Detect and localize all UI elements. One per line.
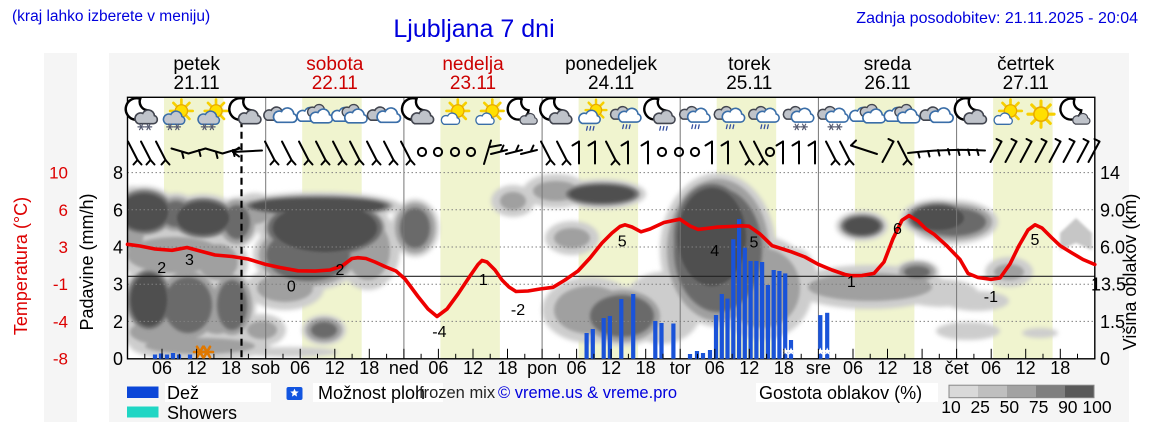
svg-text:3: 3 [59, 238, 68, 257]
svg-text:tor: tor [670, 358, 691, 378]
svg-text:25.11: 25.11 [726, 73, 772, 94]
svg-text:Gostota oblakov (%): Gostota oblakov (%) [759, 383, 922, 403]
svg-text:14: 14 [1100, 163, 1120, 183]
svg-text:24.11: 24.11 [588, 73, 634, 94]
svg-text:12: 12 [463, 358, 483, 378]
svg-text:18: 18 [1050, 358, 1070, 378]
svg-text:1.5: 1.5 [1100, 312, 1125, 332]
svg-text:12: 12 [601, 358, 621, 378]
svg-text:0: 0 [1100, 349, 1110, 369]
svg-text:2: 2 [157, 260, 166, 277]
svg-text:12: 12 [187, 358, 207, 378]
svg-text:4: 4 [113, 238, 123, 258]
svg-text:-1: -1 [53, 275, 68, 294]
svg-text:-4: -4 [53, 312, 68, 331]
svg-text:1: 1 [847, 274, 856, 291]
svg-text:23.11: 23.11 [450, 73, 496, 94]
svg-text:6: 6 [893, 221, 902, 238]
svg-text:90: 90 [1058, 397, 1078, 417]
svg-text:Padavine (mm/h): Padavine (mm/h) [77, 193, 97, 330]
svg-text:sob: sob [251, 358, 280, 378]
svg-text:18: 18 [774, 358, 794, 378]
svg-text:Dež: Dež [167, 383, 199, 403]
svg-text:25: 25 [970, 397, 989, 417]
svg-text:27.11: 27.11 [1003, 73, 1049, 94]
svg-text:4: 4 [710, 243, 719, 260]
svg-text:06: 06 [567, 358, 587, 378]
svg-text:-1: -1 [984, 289, 998, 306]
svg-text:-4: -4 [432, 324, 446, 341]
svg-text:nedelja: nedelja [442, 54, 504, 75]
svg-text:Ljubljana 7 dni: Ljubljana 7 dni [393, 15, 554, 43]
svg-text:petek: petek [173, 54, 220, 75]
svg-text:ned: ned [389, 358, 419, 378]
svg-text:75: 75 [1029, 397, 1048, 417]
svg-text:-2: -2 [511, 302, 525, 319]
svg-text:sre: sre [806, 358, 831, 378]
svg-text:6: 6 [113, 200, 123, 220]
svg-text:ponedeljek: ponedeljek [565, 54, 657, 75]
svg-text:06: 06 [705, 358, 725, 378]
svg-text:100: 100 [1082, 397, 1111, 417]
svg-text:12: 12 [325, 358, 345, 378]
svg-text:sreda: sreda [864, 54, 912, 75]
svg-text:Višina oblakov (km): Višina oblakov (km) [1120, 194, 1140, 351]
svg-text:06: 06 [290, 358, 310, 378]
svg-text:12: 12 [877, 358, 897, 378]
svg-text:pon: pon [527, 358, 557, 378]
svg-text:10: 10 [49, 164, 68, 183]
svg-text:četrtek: četrtek [997, 54, 1055, 75]
svg-text:sobota: sobota [306, 54, 363, 75]
svg-text:06: 06 [843, 358, 863, 378]
svg-text:12: 12 [739, 358, 759, 378]
svg-text:18: 18 [359, 358, 379, 378]
svg-text:Zadnja posodobitev: 21.11.2025: Zadnja posodobitev: 21.11.2025 - 20:04 [856, 10, 1138, 27]
svg-text:22.11: 22.11 [312, 73, 358, 94]
svg-text:18: 18 [636, 358, 656, 378]
svg-text:06: 06 [981, 358, 1001, 378]
svg-text:6.0: 6.0 [1100, 238, 1125, 258]
svg-text:© vreme.us & vreme.pro: © vreme.us & vreme.pro [498, 384, 677, 402]
svg-text:8: 8 [113, 163, 123, 183]
svg-text:Showers: Showers [167, 403, 237, 423]
svg-text:18: 18 [221, 358, 241, 378]
svg-text:2: 2 [336, 262, 345, 279]
svg-text:06: 06 [428, 358, 448, 378]
svg-text:1: 1 [479, 272, 488, 289]
svg-text:3: 3 [113, 275, 123, 295]
svg-text:12: 12 [1016, 358, 1036, 378]
svg-text:torek: torek [728, 54, 771, 75]
svg-text:6: 6 [59, 201, 68, 220]
svg-text:frozen mix: frozen mix [419, 384, 496, 402]
svg-text:-8: -8 [53, 350, 68, 369]
svg-text:0: 0 [287, 278, 296, 295]
svg-text:3: 3 [185, 252, 194, 269]
svg-text:50: 50 [1000, 397, 1020, 417]
svg-text:čet: čet [945, 358, 969, 378]
svg-text:10: 10 [941, 397, 961, 417]
svg-text:5: 5 [618, 234, 627, 251]
svg-text:18: 18 [497, 358, 517, 378]
svg-text:21.11: 21.11 [174, 73, 220, 94]
svg-text:06: 06 [152, 358, 172, 378]
svg-text:Možnost ploh: Možnost ploh [318, 383, 425, 403]
svg-text:5: 5 [750, 234, 759, 251]
svg-text:9.0: 9.0 [1100, 200, 1125, 220]
svg-text:26.11: 26.11 [864, 73, 910, 94]
svg-text:2: 2 [113, 312, 123, 332]
svg-text:5: 5 [1030, 232, 1039, 249]
svg-text:18: 18 [912, 358, 932, 378]
svg-text:Temperatura (°C): Temperatura (°C) [11, 197, 31, 335]
svg-text:0: 0 [113, 349, 123, 369]
svg-text:13.5: 13.5 [1091, 275, 1126, 295]
svg-text:(kraj lahko izberete v meniju): (kraj lahko izberete v meniju) [12, 8, 210, 25]
